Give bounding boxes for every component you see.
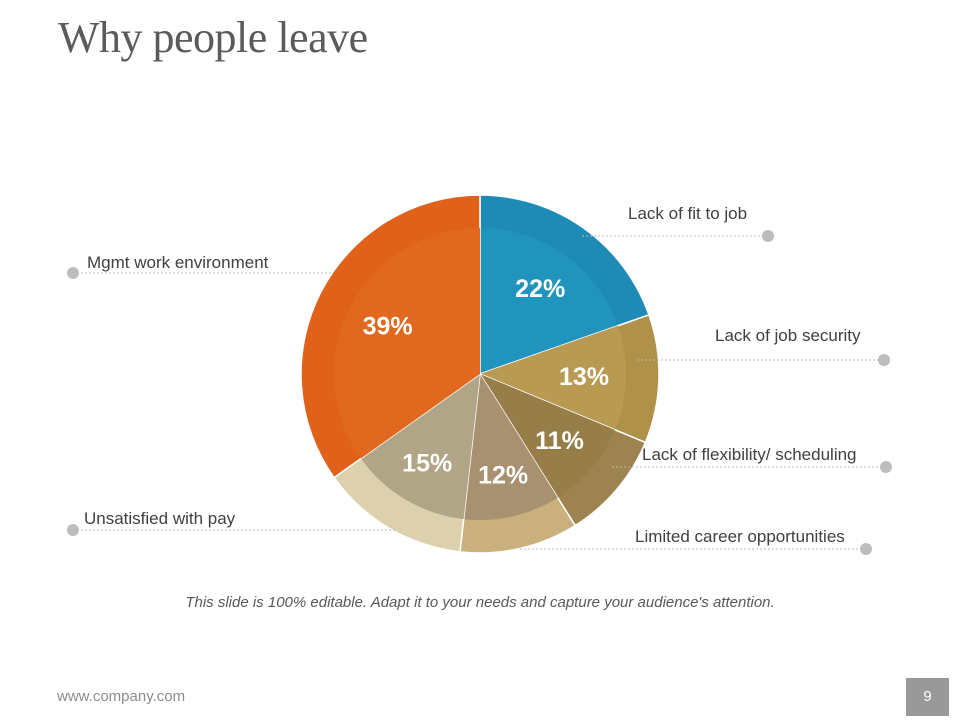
legend-label-lack-of-fit-to-job: Lack of fit to job — [628, 204, 748, 223]
pie-slice-inner-mgmt-work-environment — [333, 228, 480, 459]
legend-label-lack-of-job-security: Lack of job security — [715, 326, 861, 345]
pie-slice-inner-unsatisfied-with-pay — [360, 374, 480, 520]
legend-label-unsatisfied-with-pay: Unsatisfied with pay — [84, 509, 236, 528]
data-label-lack-of-fit-to-job: 22% — [515, 275, 565, 303]
data-label-unsatisfied-with-pay: 15% — [402, 450, 452, 478]
data-label-lack-of-flexibility-scheduling: 11% — [535, 427, 584, 455]
slide-title: Why people leave — [58, 13, 368, 62]
data-label-limited-career-opportunities: 12% — [478, 461, 528, 489]
page-number: 9 — [906, 678, 949, 716]
legend-label-mgmt-work-environment: Mgmt work environment — [87, 253, 269, 272]
pie-slice-inner-lack-of-job-security — [480, 325, 627, 430]
footer-url: www.company.com — [57, 688, 186, 705]
legend-label-limited-career-opportunities: Limited career opportunities — [635, 527, 845, 546]
leader-dot-lack-of-job-security — [878, 354, 890, 366]
data-label-lack-of-job-security: 13% — [559, 363, 609, 391]
pie-slice-inner-limited-career-opportunities — [463, 374, 558, 520]
leader-dot-mgmt-work-environment — [67, 267, 79, 279]
legend-label-lack-of-flexibility-scheduling: Lack of flexibility/ scheduling — [642, 445, 857, 464]
slide-caption: This slide is 100% editable. Adapt it to… — [185, 594, 775, 611]
leader-dot-lack-of-fit-to-job — [762, 230, 774, 242]
pie-slice-inner-lack-of-flexibility-scheduling — [480, 374, 615, 498]
leader-dot-unsatisfied-with-pay — [67, 524, 79, 536]
leader-dot-lack-of-flexibility-scheduling — [880, 461, 892, 473]
data-label-mgmt-work-environment: 39% — [363, 312, 413, 340]
leader-dot-limited-career-opportunities — [860, 543, 872, 555]
